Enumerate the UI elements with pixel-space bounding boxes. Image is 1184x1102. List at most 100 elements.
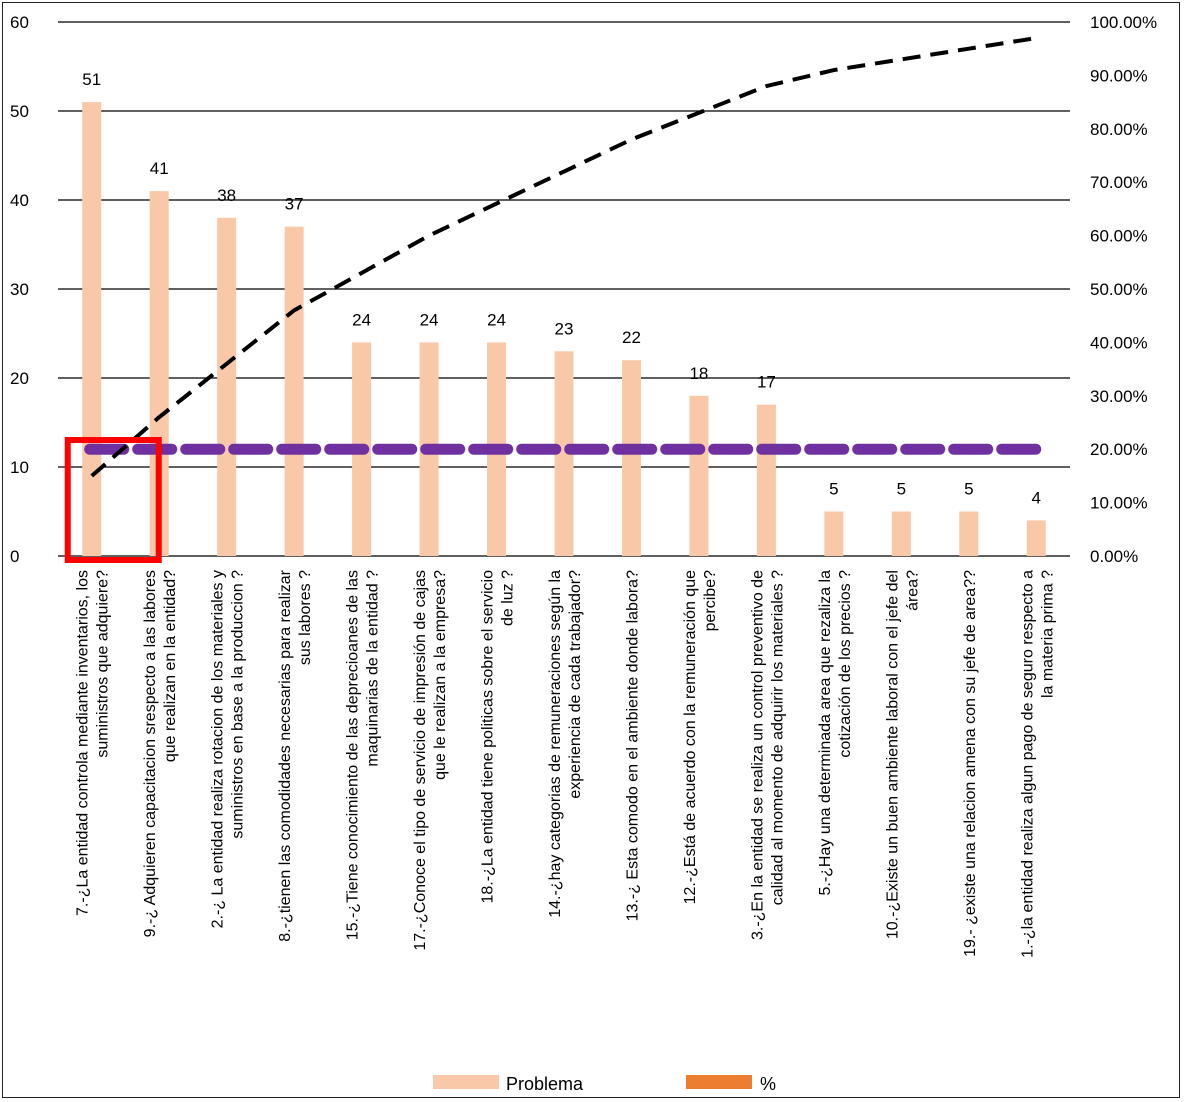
category-label-line: 3.-¿En la entidad se realiza un control … — [749, 570, 766, 940]
category-label: 19.- ¿existe una relacion amena con su j… — [962, 570, 979, 957]
right-axis-ticks: 0.00% 10.00% 20.00% 30.00% 40.00% 50.00% 60.00… — [1090, 13, 1157, 566]
category-label-line: 10.-¿Existe un buen ambiente laboral con… — [884, 570, 901, 939]
right-tick-label: 10.00% — [1090, 494, 1148, 513]
data-label: 5 — [964, 480, 973, 499]
right-tick-label: 30.00% — [1090, 387, 1148, 406]
left-tick-label: 40 — [10, 191, 29, 210]
bar — [756, 404, 776, 556]
category-label-line: 19.- ¿existe una relacion amena con su j… — [962, 570, 979, 957]
category-label-line: que realizan en la entidad? — [162, 570, 179, 762]
category-label-line: 7.-¿La entidad controla mediante inventa… — [75, 570, 92, 916]
legend-label-percent: % — [760, 1074, 776, 1094]
category-label-line: 2.-¿ La entidad realiza rotacion de los … — [210, 570, 227, 928]
category-label-line: 1.-¿la entidad realiza algun pago de seg… — [1019, 570, 1036, 958]
bar — [621, 360, 641, 556]
category-label-line: percibe? — [702, 570, 719, 631]
data-label: 22 — [622, 328, 641, 347]
data-label: 5 — [897, 480, 906, 499]
bar — [891, 511, 911, 556]
category-label: 1.-¿la entidad realiza algun pago de seg… — [1019, 570, 1056, 958]
category-label-line: la materia prima ? — [1039, 570, 1056, 698]
left-tick-label: 50 — [10, 102, 29, 121]
category-label-line: 13.-¿ Esta comodo en el ambiente donde l… — [624, 570, 641, 921]
category-labels: 7.-¿La entidad controla mediante inventa… — [75, 569, 1057, 957]
bar — [217, 217, 237, 557]
legend-swatch-percent — [686, 1075, 752, 1089]
category-label-line: calidad al momento de adquirir los mater… — [769, 570, 786, 905]
category-label: 10.-¿Existe un buen ambiente laboral con… — [884, 570, 921, 939]
right-tick-label: 20.00% — [1090, 440, 1148, 459]
bar — [149, 191, 169, 556]
data-label: 37 — [285, 195, 304, 214]
data-label: 23 — [555, 319, 574, 338]
data-label: 24 — [352, 310, 371, 329]
legend: Problema% — [433, 1074, 776, 1094]
left-tick-label: 30 — [10, 280, 29, 299]
category-label-line: 15.-¿Tiene conocimiento de las deprecioa… — [345, 570, 362, 940]
category-label-line: sus labores ? — [297, 570, 314, 665]
bar — [824, 511, 844, 556]
right-tick-label: 100.00% — [1090, 13, 1157, 32]
category-label: 2.-¿ La entidad realiza rotacion de los … — [210, 570, 247, 929]
right-tick-label: 80.00% — [1090, 120, 1148, 139]
category-label: 14.-¿hay categorias de remuneraciones se… — [547, 570, 584, 918]
category-label: 17.-¿Conoce el tipo de servicio de impre… — [412, 570, 449, 951]
data-label: 24 — [487, 310, 506, 329]
bar — [689, 395, 709, 556]
right-tick-label: 70.00% — [1090, 173, 1148, 192]
category-label: 8.-¿tienen las comodidades necesarias pa… — [277, 569, 314, 941]
category-label-line: que le realizan a la empresa? — [432, 570, 449, 780]
lines — [64, 36, 1047, 563]
category-label: 18.-¿La entidad tiene politicas sobre el… — [480, 570, 517, 904]
category-label-line: suministros que adquiere? — [95, 570, 112, 758]
category-label-line: 8.-¿tienen las comodidades necesarias pa… — [277, 569, 294, 941]
category-label-line: área? — [904, 570, 921, 611]
category-label-line: experiencia de cada trabajador? — [567, 570, 584, 799]
right-tick-label: 90.00% — [1090, 66, 1148, 85]
bars — [82, 102, 1046, 557]
category-label-line: suministros en base a la produccion ? — [230, 570, 247, 839]
right-tick-label: 50.00% — [1090, 280, 1148, 299]
data-label: 18 — [689, 364, 708, 383]
data-label: 38 — [217, 186, 236, 205]
category-label: 12.-¿Está de acuerdo con la remuneración… — [682, 570, 719, 905]
category-label: 9.-¿ Adquieren capacitacion srespecto a … — [142, 570, 179, 937]
data-labels: 51 41 38 37 24 24 24 23 22 18 17 5 5 5 4 — [82, 70, 1041, 507]
category-label-line: maquinarias de la entidad ? — [365, 570, 382, 767]
left-tick-label: 0 — [10, 547, 19, 566]
category-label: 5.-¿Hay una determinada area que rezaliz… — [817, 570, 854, 896]
bar — [1026, 520, 1046, 556]
left-tick-label: 20 — [10, 369, 29, 388]
data-label: 17 — [757, 373, 776, 392]
category-label: 13.-¿ Esta comodo en el ambiente donde l… — [624, 570, 641, 921]
category-label: 3.-¿En la entidad se realiza un control … — [749, 570, 786, 940]
category-label-line: 9.-¿ Adquieren capacitacion srespecto a … — [142, 570, 159, 937]
cumulative-line — [90, 36, 1037, 478]
right-tick-label: 40.00% — [1090, 333, 1148, 352]
legend-swatch-problema — [433, 1075, 499, 1089]
bar — [82, 102, 102, 556]
bar — [284, 226, 304, 556]
data-label: 24 — [420, 310, 439, 329]
category-label-line: cotización de los precios ? — [837, 570, 854, 758]
data-label: 41 — [150, 159, 169, 178]
left-axis-ticks: 0 10 20 30 40 50 60 — [10, 13, 29, 566]
bar — [959, 511, 979, 556]
bar — [554, 351, 574, 556]
category-label-line: 17.-¿Conoce el tipo de servicio de impre… — [412, 570, 429, 951]
right-tick-label: 0.00% — [1090, 547, 1138, 566]
category-label-line: de luz ? — [500, 570, 517, 626]
left-tick-label: 10 — [10, 458, 29, 477]
legend-label-problema: Problema — [506, 1074, 584, 1094]
category-label-line: 18.-¿La entidad tiene politicas sobre el… — [480, 570, 497, 904]
category-label-line: 14.-¿hay categorias de remuneraciones se… — [547, 570, 564, 918]
category-label-line: 5.-¿Hay una determinada area que rezaliz… — [817, 570, 834, 896]
data-label: 51 — [82, 70, 101, 89]
left-tick-label: 60 — [10, 13, 29, 32]
data-label: 4 — [1032, 488, 1041, 507]
right-tick-label: 60.00% — [1090, 227, 1148, 246]
category-label-line: 12.-¿Está de acuerdo con la remuneración… — [682, 570, 699, 905]
highlight-box — [64, 437, 162, 563]
